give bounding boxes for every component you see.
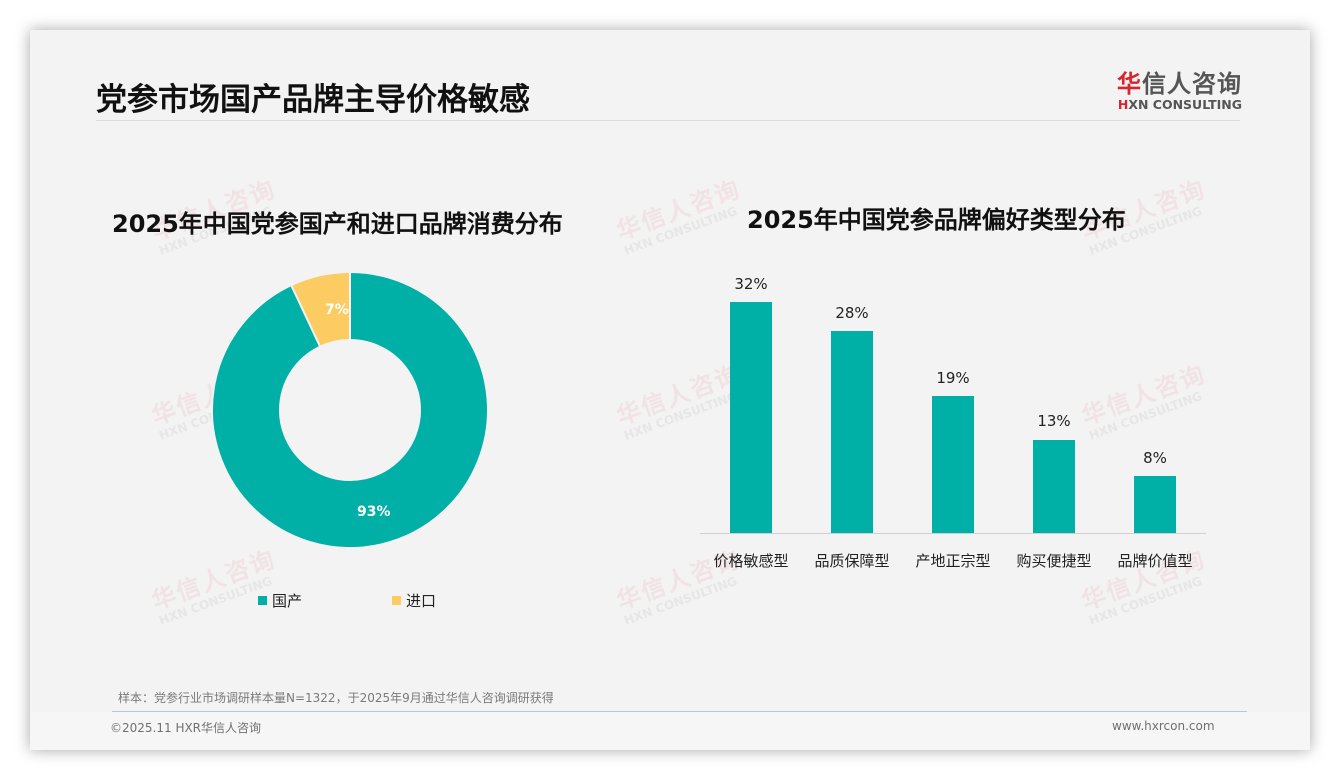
page-title: 党参市场国产品牌主导价格敏感 [96, 82, 530, 118]
bar-quality-assurance[interactable] [831, 331, 873, 533]
brand-logo: 华信人咨询 HXN CONSULTING [1117, 70, 1242, 112]
legend-label: 进口 [406, 592, 437, 610]
bar-value: 8% [1143, 449, 1167, 467]
bar-chart-title: 2025年中国党参品牌偏好类型分布 [747, 206, 1126, 234]
legend-swatch-icon [392, 596, 401, 605]
donut-chart-svg [211, 270, 489, 549]
bar-category: 产地正宗型 [915, 552, 991, 570]
legend-swatch-icon [258, 596, 267, 605]
footer-divider [112, 711, 1247, 712]
legend-label: 国产 [272, 592, 303, 610]
bar-value: 28% [835, 304, 869, 322]
bar-category: 购买便捷型 [1016, 552, 1092, 570]
bar-value: 32% [734, 275, 768, 293]
bar-brand-value[interactable] [1134, 476, 1176, 533]
sample-note: 样本：党参行业市场调研样本量N=1322，于2025年9月通过华信人咨询调研获得 [118, 691, 554, 705]
title-divider [96, 120, 1240, 121]
bar-value: 13% [1037, 412, 1071, 430]
slice-import[interactable] [289, 270, 351, 348]
slide: 华信人咨询 HXN CONSULTING 华信人咨询 HXN CONSULTING … [30, 30, 1310, 750]
legend-item-domestic[interactable]: 国产 [258, 590, 302, 611]
bar-purchase-convenience[interactable] [1033, 440, 1075, 533]
bar-category: 价格敏感型 [713, 552, 789, 570]
slice-domestic[interactable] [211, 270, 489, 549]
bar-category: 品质保障型 [814, 552, 890, 570]
footer [30, 712, 1310, 750]
bar-value: 19% [936, 369, 970, 387]
donut-chart: 7% 93% [210, 270, 490, 550]
x-axis-line [700, 533, 1206, 534]
slice-import-label: 7% [325, 302, 349, 318]
copyright: ©2025.11 HXR华信人咨询 [110, 721, 262, 735]
website-link[interactable]: www.hxrcon.com [1112, 719, 1215, 733]
bar-category: 品牌价值型 [1117, 552, 1193, 570]
legend-item-import[interactable]: 进口 [392, 590, 436, 611]
bar-price-sensitive[interactable] [730, 302, 772, 533]
donut-chart-title: 2025年中国党参国产和进口品牌消费分布 [112, 210, 563, 238]
slice-domestic-label: 93% [357, 504, 391, 520]
bar-origin-authentic[interactable] [932, 396, 974, 533]
